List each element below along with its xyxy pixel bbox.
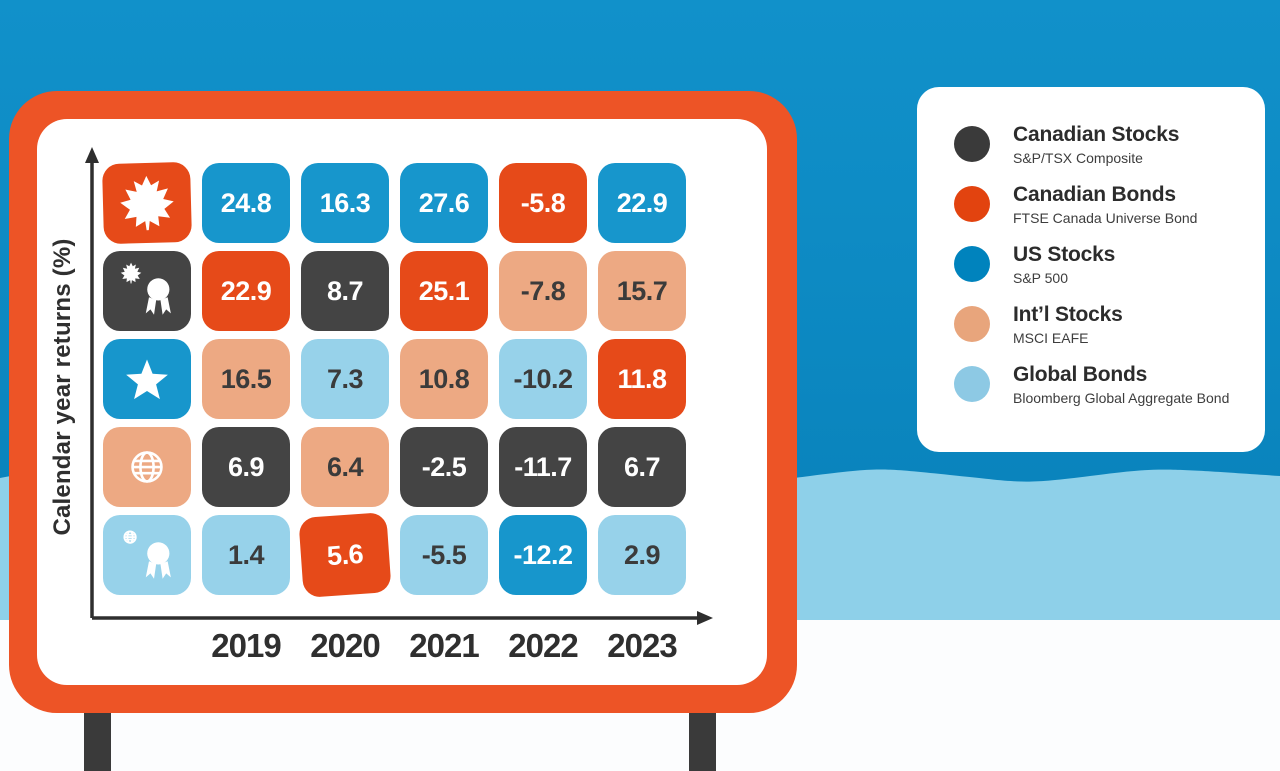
return-tile: 27.6 (400, 163, 488, 243)
canadian-stocks-swatch (954, 126, 990, 162)
legend-sublabel: S&P 500 (1013, 270, 1069, 287)
return-tile: 7.3 (301, 339, 389, 419)
return-tile: -12.2 (499, 515, 587, 595)
year-spacer (103, 627, 191, 665)
return-tile: -7.8 (499, 251, 587, 331)
rank-1-icon-tile (101, 161, 193, 245)
legend-item-canadian-bonds: Canadian Bonds FTSE Canada Universe Bond (954, 183, 1241, 227)
return-tile: -11.7 (499, 427, 587, 507)
return-tile: 6.7 (598, 427, 686, 507)
star-icon (126, 359, 168, 400)
legend-label: Int’l Stocks (1013, 302, 1123, 326)
return-tile: -10.2 (499, 339, 587, 419)
return-tile: 10.8 (400, 339, 488, 419)
year-label: 2020 (310, 627, 380, 664)
return-tile: 22.9 (598, 163, 686, 243)
globe-icon (131, 451, 163, 483)
y-axis-label: Calendar year returns (%) (49, 238, 76, 536)
return-tile: 24.8 (202, 163, 290, 243)
return-tile: 22.9 (202, 251, 290, 331)
return-tile: -5.8 (499, 163, 587, 243)
legend-sublabel: Bloomberg Global Aggregate Bond (1013, 389, 1230, 406)
year-label: 2019 (211, 627, 281, 664)
billboard-leg-left (84, 711, 111, 771)
rank-2-icon-tile (103, 251, 191, 331)
legend-sublabel: S&P/TSX Composite (1013, 150, 1143, 167)
return-tile: 25.1 (400, 251, 488, 331)
legend-label: Canadian Bonds (1013, 182, 1176, 206)
us-stocks-swatch (954, 245, 990, 282)
return-tile: 6.4 (301, 427, 389, 507)
rank-3-icon-tile (103, 339, 191, 419)
maple-leaf-icon (120, 175, 174, 231)
return-tile: 1.4 (202, 515, 290, 595)
canadian-bonds-swatch (954, 185, 990, 222)
legend-sublabel: FTSE Canada Universe Bond (1013, 210, 1198, 227)
return-tile: 16.5 (202, 339, 290, 419)
return-tile: 11.8 (598, 339, 686, 419)
return-tile: 2.9 (598, 515, 686, 595)
legend-label: Canadian Stocks (1013, 123, 1180, 146)
intl-stocks-swatch (954, 305, 990, 342)
billboard-leg-right (689, 711, 716, 771)
legend-sublabel: MSCI EAFE (1013, 329, 1089, 346)
legend-label: US Stocks (1013, 242, 1116, 266)
year-label: 2023 (607, 627, 677, 664)
legend-card: Canadian Stocks S&P/TSX Composite Canadi… (917, 87, 1265, 452)
year-label: 2022 (508, 627, 578, 664)
year-label: 2021 (409, 627, 479, 664)
return-tile: 8.7 (301, 251, 389, 331)
legend-item-global-bonds: Global Bonds Bloomberg Global Aggregate … (954, 363, 1241, 407)
rank-5-icon-tile (103, 515, 191, 595)
rank-4-icon-tile (103, 427, 191, 507)
maple-leaf-award-icon (120, 262, 171, 315)
legend-label: Global Bonds (1013, 362, 1148, 386)
return-tile: 6.9 (202, 427, 290, 507)
return-tile: 16.3 (301, 163, 389, 243)
legend-item-canadian-stocks: Canadian Stocks S&P/TSX Composite (954, 123, 1241, 167)
global-bonds-swatch (954, 365, 990, 402)
globe-award-icon (123, 530, 171, 579)
x-axis-years: 2019 2020 2021 2022 2023 (103, 627, 686, 665)
return-tile: -2.5 (400, 427, 488, 507)
return-tile: 5.6 (298, 512, 392, 598)
return-tile: -5.5 (400, 515, 488, 595)
returns-grid: 24.8 16.3 27.6 -5.8 22.9 22.9 8.7 25.1 -7.8 15.7 1… (101, 161, 686, 598)
legend-item-intl-stocks: Int’l Stocks MSCI EAFE (954, 303, 1241, 347)
return-tile: 15.7 (598, 251, 686, 331)
legend-item-us-stocks: US Stocks S&P 500 (954, 243, 1241, 287)
